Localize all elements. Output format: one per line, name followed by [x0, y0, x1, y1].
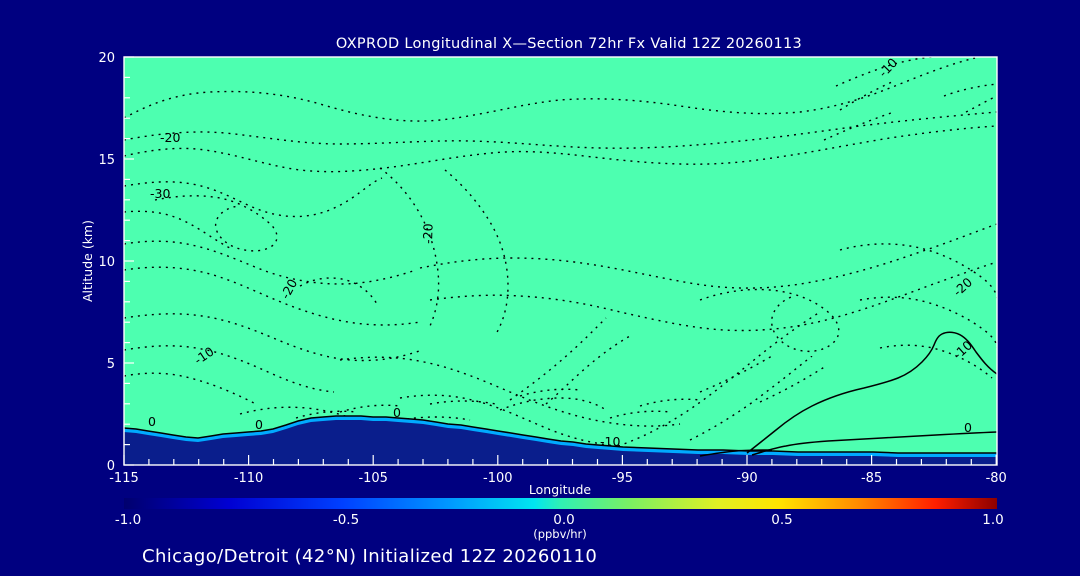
x-tick-label: -80 [986, 471, 1007, 486]
contour-group-solid [699, 331, 997, 457]
contour-label: -20 [160, 130, 180, 145]
contour-group-dashed [124, 57, 997, 447]
colorbar-tick-label: 1.0 [982, 512, 1003, 528]
figure-caption: Chicago/Detroit (42°N) Initialized 12Z 2… [142, 546, 597, 567]
contour-label: -20 [420, 223, 436, 244]
colorbar-tick-label: -1.0 [115, 512, 141, 528]
colorbar [124, 498, 997, 509]
page-title: OXPROD Longitudinal X—Section 72hr Fx Va… [336, 36, 802, 52]
contour-label: 0 [148, 414, 156, 429]
y-tick-label: 0 [107, 459, 115, 474]
y-tick-label: 15 [98, 153, 115, 168]
x-tick-label: -110 [234, 471, 264, 486]
y-tick-label: 5 [107, 357, 115, 372]
contour-label: 0 [964, 420, 972, 435]
colorbar-tick-label: -0.5 [333, 512, 359, 528]
x-tick-labels: -115 -110 -105 -100 -95 -90 -85 -80 [109, 471, 1007, 486]
contour-label: -30 [150, 186, 170, 201]
contour-label: 0 [255, 417, 263, 432]
x-tick-label: -85 [861, 471, 882, 486]
colorbar-tick-label: 0.0 [553, 512, 574, 528]
colorbar-units-label: (ppbv/hr) [533, 527, 587, 541]
y-axis-ticks [124, 56, 134, 466]
y-tick-label: 10 [98, 255, 115, 270]
colorbar-tick-label: 0.5 [771, 512, 792, 528]
contour-label: -10 [600, 434, 620, 449]
y-tick-labels: 0 5 10 15 20 [98, 51, 115, 474]
colorbar-tick-labels: -1.0 -0.5 0.0 0.5 1.0 [115, 512, 1004, 528]
x-axis-title: Longitude [529, 482, 591, 497]
x-axis-ticks [123, 455, 997, 465]
contour-label: 0 [393, 405, 401, 420]
x-tick-label: -95 [612, 471, 633, 486]
x-tick-label: -115 [109, 471, 139, 486]
x-tick-label: -105 [358, 471, 388, 486]
y-axis-title: Altitude (km) [80, 220, 95, 302]
x-tick-label: -90 [736, 471, 757, 486]
y-tick-label: 20 [98, 51, 115, 66]
terrain-profile [124, 415, 997, 465]
x-tick-label: -100 [483, 471, 513, 486]
